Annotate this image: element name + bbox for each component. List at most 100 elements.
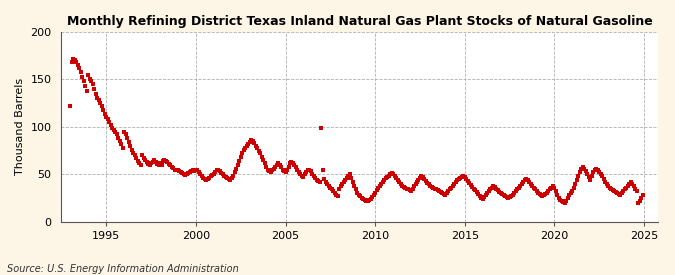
Point bbox=[325, 185, 335, 190]
Point bbox=[507, 193, 518, 197]
Point bbox=[313, 179, 324, 183]
Point bbox=[452, 178, 463, 182]
Point bbox=[157, 159, 168, 163]
Point bbox=[462, 179, 473, 183]
Point bbox=[604, 185, 615, 190]
Text: Source: U.S. Energy Information Administration: Source: U.S. Energy Information Administ… bbox=[7, 264, 238, 274]
Point bbox=[337, 182, 348, 186]
Point bbox=[443, 189, 454, 194]
Point bbox=[497, 192, 508, 196]
Point bbox=[631, 189, 642, 194]
Point bbox=[74, 66, 85, 70]
Point bbox=[329, 191, 340, 196]
Point bbox=[195, 172, 206, 177]
Point bbox=[576, 166, 587, 171]
Point bbox=[380, 176, 391, 180]
Point bbox=[99, 112, 110, 117]
Point bbox=[551, 189, 562, 194]
Point bbox=[394, 180, 404, 184]
Point bbox=[138, 156, 149, 160]
Point bbox=[82, 89, 92, 93]
Point bbox=[397, 183, 408, 188]
Point bbox=[72, 63, 83, 67]
Point bbox=[140, 158, 151, 162]
Point bbox=[70, 58, 80, 63]
Point bbox=[454, 177, 464, 181]
Point bbox=[98, 108, 109, 112]
Point bbox=[514, 183, 525, 188]
Point bbox=[509, 191, 520, 196]
Point bbox=[316, 126, 327, 130]
Point bbox=[148, 158, 159, 162]
Point bbox=[477, 197, 488, 201]
Point bbox=[66, 60, 77, 65]
Point bbox=[350, 187, 361, 192]
Point bbox=[627, 182, 638, 186]
Point bbox=[223, 177, 234, 181]
Point bbox=[332, 194, 343, 198]
Point bbox=[146, 161, 157, 165]
Point bbox=[476, 196, 487, 200]
Point bbox=[418, 175, 429, 179]
Point bbox=[244, 140, 255, 144]
Point bbox=[574, 170, 585, 175]
Point bbox=[254, 151, 265, 156]
Point bbox=[136, 153, 147, 158]
Point bbox=[365, 197, 376, 201]
Point bbox=[315, 180, 325, 184]
Point bbox=[286, 160, 297, 164]
Point bbox=[198, 176, 209, 180]
Point bbox=[167, 164, 178, 169]
Point bbox=[188, 168, 198, 173]
Point bbox=[528, 185, 539, 190]
Point bbox=[176, 170, 186, 175]
Point bbox=[89, 87, 100, 91]
Point bbox=[103, 117, 113, 122]
Point bbox=[77, 75, 88, 80]
Point bbox=[95, 101, 106, 105]
Point bbox=[489, 185, 500, 189]
Point bbox=[561, 199, 572, 203]
Point bbox=[534, 192, 545, 196]
Point bbox=[142, 162, 153, 166]
Point bbox=[226, 176, 237, 180]
Point bbox=[156, 163, 167, 167]
Point bbox=[539, 193, 549, 197]
Point bbox=[231, 166, 242, 171]
Point bbox=[579, 166, 590, 171]
Point bbox=[595, 172, 606, 177]
Point bbox=[537, 194, 548, 198]
Point bbox=[470, 188, 481, 192]
Point bbox=[524, 180, 535, 184]
Point bbox=[434, 189, 445, 194]
Point bbox=[97, 104, 107, 108]
Point bbox=[460, 175, 470, 179]
Point bbox=[568, 185, 579, 190]
Point bbox=[288, 161, 298, 165]
Point bbox=[107, 126, 117, 130]
Point bbox=[385, 172, 396, 177]
Point bbox=[591, 166, 601, 171]
Point bbox=[577, 164, 588, 169]
Point bbox=[504, 195, 515, 199]
Point bbox=[546, 185, 557, 190]
Point bbox=[131, 156, 142, 160]
Point bbox=[410, 182, 421, 186]
Point bbox=[117, 145, 128, 150]
Point bbox=[455, 176, 466, 180]
Point bbox=[115, 142, 126, 146]
Point bbox=[159, 158, 170, 162]
Point bbox=[241, 144, 252, 148]
Point bbox=[540, 192, 551, 196]
Point bbox=[498, 193, 509, 197]
Point bbox=[533, 191, 543, 196]
Point bbox=[589, 167, 600, 172]
Point bbox=[552, 193, 563, 197]
Point bbox=[256, 155, 267, 160]
Point bbox=[65, 104, 76, 108]
Point bbox=[204, 176, 215, 180]
Point bbox=[296, 174, 307, 178]
Point bbox=[134, 161, 144, 165]
Point bbox=[427, 185, 437, 189]
Point bbox=[217, 172, 228, 177]
